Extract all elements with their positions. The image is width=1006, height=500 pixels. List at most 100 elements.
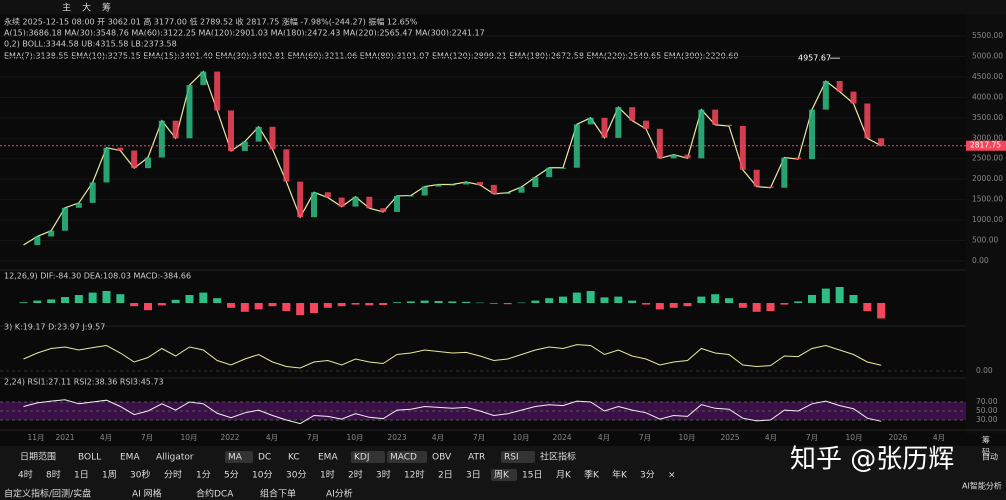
price-axis-bg [966, 14, 1006, 434]
button[interactable]: 年K [612, 469, 628, 481]
macd-bar [157, 303, 166, 306]
button[interactable]: MA [228, 453, 243, 463]
button[interactable]: 社区指标 [540, 451, 576, 463]
candle [698, 109, 705, 159]
button[interactable]: 15日 [522, 470, 542, 481]
button-bg[interactable] [225, 451, 253, 463]
button[interactable]: 10分 [252, 470, 272, 481]
x-tick-label: 10月 [180, 433, 197, 442]
button[interactable]: Alligator [156, 453, 194, 463]
button[interactable]: 4时 [18, 469, 33, 481]
button[interactable]: 1周 [102, 470, 117, 481]
candle [670, 154, 677, 159]
macd-bar [738, 303, 747, 308]
macd-bar [600, 297, 609, 303]
side-label[interactable]: 码 [982, 448, 990, 457]
button[interactable]: 自定义指标/回测/实盘 [4, 488, 91, 500]
button-bg[interactable] [501, 451, 535, 463]
button[interactable]: AI分析 [326, 488, 353, 500]
button[interactable]: KDJ [354, 453, 370, 463]
macd-bar [199, 292, 208, 303]
macd-bar [559, 296, 567, 303]
candle [75, 202, 82, 208]
button[interactable]: 2时 [348, 469, 363, 481]
button[interactable]: 1分 [196, 470, 211, 481]
toolbar-button[interactable]: 大 [82, 2, 91, 14]
button[interactable]: 组合下单 [260, 488, 296, 500]
candle [726, 124, 732, 126]
button[interactable]: RSI [504, 453, 519, 463]
candle [214, 71, 221, 111]
candle [241, 141, 248, 151]
macd-bar [669, 303, 678, 308]
candle [103, 147, 110, 183]
side-label[interactable]: 自动 [982, 452, 998, 462]
candle [656, 128, 663, 159]
candle [200, 71, 207, 86]
button[interactable]: 30分 [286, 470, 306, 481]
y-tick-label: 2500.00 [972, 154, 1003, 163]
candle [587, 117, 594, 125]
button[interactable]: 5分 [224, 470, 239, 481]
button[interactable]: 合约DCA [196, 488, 234, 500]
candle [338, 197, 345, 207]
x-tick-label: 7月 [639, 433, 651, 442]
button[interactable]: AI 网格 [132, 488, 162, 500]
button[interactable]: 8时 [46, 469, 61, 481]
macd-bar [282, 303, 291, 311]
k-line [23, 344, 882, 369]
candle [186, 85, 193, 139]
button[interactable]: 分时 [164, 469, 182, 481]
y-tick-label: 70.00 [976, 397, 998, 406]
button[interactable]: 周K [494, 470, 510, 481]
toolbar-button[interactable]: 筹 [102, 2, 111, 14]
x-tick-label: 7月 [307, 433, 319, 442]
macd-bar [476, 302, 484, 304]
button[interactable]: × [668, 471, 676, 481]
button[interactable]: 12时 [404, 469, 424, 481]
button[interactable]: 日期范围 [20, 451, 56, 463]
button[interactable]: 1日 [74, 470, 89, 481]
y-tick-label: 1000.00 [972, 215, 1003, 224]
candle [172, 120, 179, 139]
button[interactable]: EMA [120, 453, 140, 463]
button[interactable]: KC [288, 453, 300, 463]
macd-bar [254, 303, 263, 310]
macd-bar [642, 303, 650, 305]
button-bg[interactable] [491, 469, 517, 481]
candle [380, 208, 387, 212]
button[interactable]: ATR [468, 453, 485, 463]
button-bg[interactable] [387, 451, 427, 463]
button[interactable]: 3日 [466, 470, 481, 481]
macd-bar [393, 302, 401, 303]
candle [753, 169, 760, 187]
button[interactable]: 2日 [438, 470, 453, 481]
macd-bar [766, 303, 775, 311]
macd-bar [116, 294, 125, 303]
button[interactable]: OBV [432, 453, 452, 463]
x-tick-label: 4月 [266, 433, 278, 442]
button[interactable]: 月K [556, 470, 572, 481]
button[interactable]: MACD [390, 453, 417, 463]
macd-bar [379, 303, 388, 305]
toolbar-button[interactable]: 主 [62, 2, 71, 14]
macd-bar [240, 303, 249, 312]
side-label[interactable]: 筹 [982, 435, 990, 445]
button[interactable]: EMA [318, 453, 338, 463]
button[interactable]: 3分 [640, 470, 655, 481]
macd-bar [448, 301, 457, 303]
button[interactable]: BOLL [78, 453, 101, 463]
button[interactable]: 30秒 [130, 469, 150, 481]
button[interactable]: 1时 [320, 469, 335, 481]
button[interactable]: 3时 [376, 469, 391, 481]
macd-bar [572, 292, 581, 303]
button-bg[interactable] [351, 451, 385, 463]
candle [739, 126, 746, 170]
y-tick-label: 3500.00 [972, 113, 1003, 122]
side-label[interactable]: AI智能分析 [962, 481, 1002, 491]
button[interactable]: 季K [584, 469, 600, 481]
button[interactable]: DC [258, 453, 271, 463]
candle [504, 192, 511, 194]
current-price-tag [966, 140, 1006, 151]
